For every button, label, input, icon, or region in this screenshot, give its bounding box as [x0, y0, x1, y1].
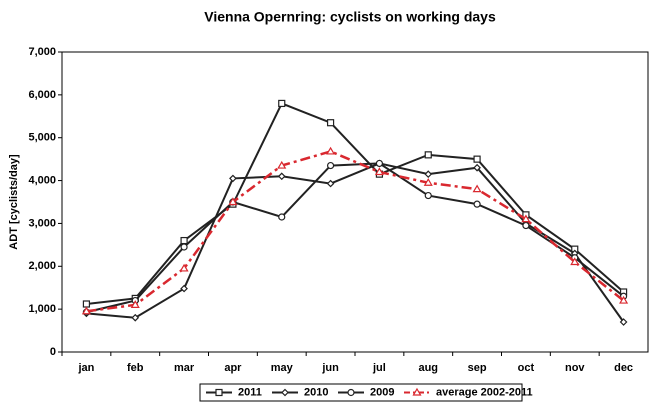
legend-marker	[347, 388, 355, 397]
data-point	[473, 163, 481, 172]
data-point	[375, 159, 384, 168]
x-tick-label: may	[271, 362, 294, 374]
data-point	[228, 197, 238, 206]
legend-marker	[281, 388, 289, 397]
legend-label: 2010	[304, 386, 328, 398]
data-point	[521, 214, 531, 223]
data-point	[326, 119, 335, 127]
data-point	[326, 146, 336, 155]
x-tick-label: sep	[468, 362, 487, 374]
chart-title: Vienna Opernring: cyclists on working da…	[204, 9, 496, 25]
y-tick-label: 1,000	[28, 303, 56, 315]
data-point	[374, 167, 384, 176]
y-tick-label: 6,000	[28, 89, 56, 101]
series-line	[86, 102, 625, 305]
data-point	[81, 306, 91, 315]
legend-marker	[412, 387, 422, 396]
x-tick-label: apr	[224, 362, 242, 374]
data-point	[130, 300, 140, 308]
data-point	[570, 257, 580, 266]
data-point	[179, 263, 189, 272]
legend-label: average 2002-2011	[436, 386, 533, 398]
data-point	[229, 174, 237, 183]
series-line	[86, 150, 625, 313]
y-tick-label: 2,000	[28, 260, 56, 272]
x-tick-label: jan	[77, 362, 94, 374]
x-tick-label: mar	[174, 362, 195, 374]
y-tick-label: 4,000	[28, 174, 56, 186]
x-tick-label: feb	[127, 362, 144, 374]
y-tick-label: 0	[50, 346, 56, 358]
y-tick-label: 7,000	[28, 46, 56, 58]
legend-label: 2011	[238, 386, 262, 398]
y-tick-label: 5,000	[28, 132, 56, 144]
legend-label: 2009	[370, 386, 394, 398]
data-point	[278, 213, 286, 221]
data-point	[424, 191, 432, 200]
data-point	[131, 313, 140, 322]
x-tick-label: jul	[372, 362, 386, 374]
data-point	[473, 155, 481, 163]
data-point	[423, 178, 433, 186]
series-line	[86, 162, 625, 323]
data-point	[180, 284, 188, 293]
x-tick-label: oct	[518, 362, 535, 374]
data-point	[619, 318, 628, 326]
data-point	[278, 99, 286, 108]
data-point	[326, 179, 335, 188]
data-point	[180, 236, 188, 245]
legend-marker	[215, 388, 223, 397]
data-point	[326, 161, 335, 170]
series-line	[86, 162, 625, 314]
data-point	[424, 170, 433, 178]
y-axis-label: ADT [cyclists/day]	[8, 154, 20, 250]
data-point	[82, 300, 91, 308]
data-point	[473, 200, 481, 208]
x-tick-label: dec	[614, 362, 633, 374]
plot-frame	[61, 51, 649, 353]
data-point	[180, 243, 188, 251]
x-tick-label: nov	[565, 362, 585, 374]
data-point	[424, 151, 432, 159]
data-point	[619, 295, 629, 304]
data-point	[277, 160, 287, 169]
x-tick-label: jun	[321, 362, 339, 374]
data-point	[277, 172, 286, 181]
y-tick-label: 3,000	[28, 217, 56, 229]
x-tick-label: aug	[418, 362, 438, 374]
data-point	[522, 221, 530, 230]
data-point	[472, 184, 482, 193]
